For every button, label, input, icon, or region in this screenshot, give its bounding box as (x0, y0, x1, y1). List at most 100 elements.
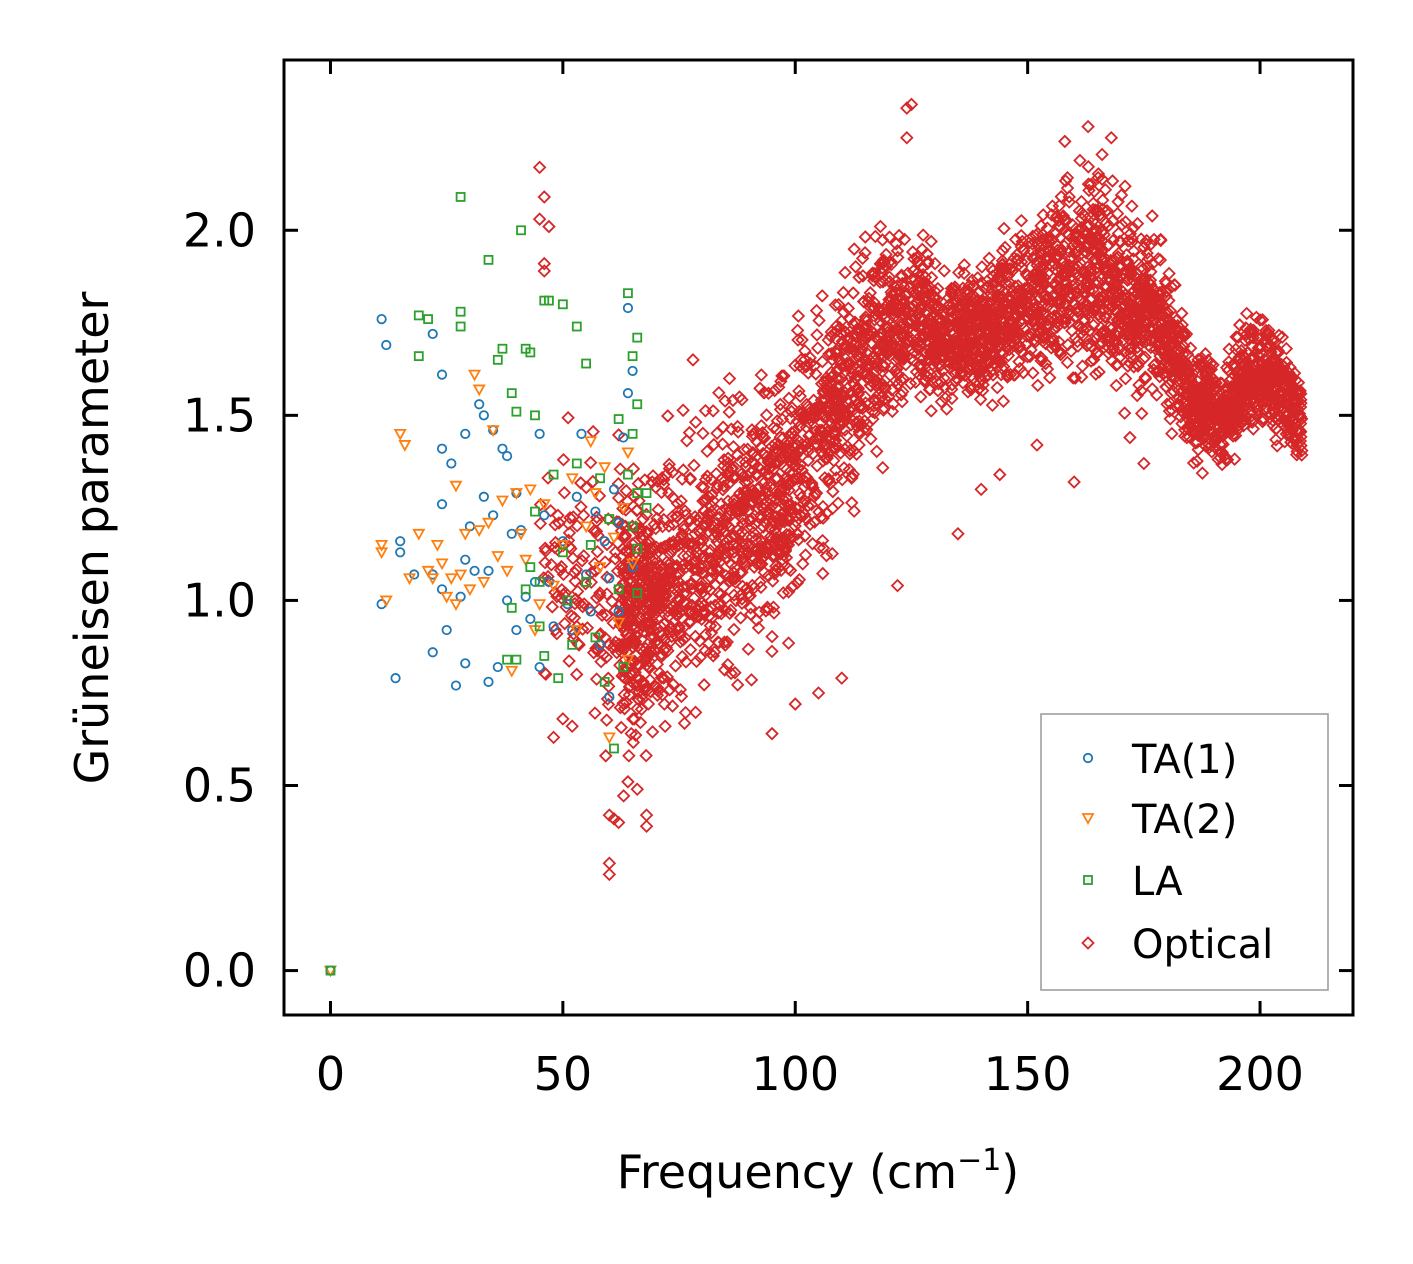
marker-optical (686, 353, 700, 367)
marker-optical (780, 438, 795, 453)
marker-optical (701, 489, 716, 504)
marker-ta1 (446, 458, 457, 469)
marker-la (641, 488, 652, 498)
marker-optical (898, 320, 913, 334)
marker-optical (1054, 189, 1069, 204)
marker-optical (1089, 245, 1103, 260)
marker-optical (997, 221, 1011, 236)
marker-optical (795, 333, 809, 347)
marker-optical (1106, 233, 1120, 248)
marker-optical (1195, 466, 1210, 480)
marker-optical (618, 653, 632, 667)
marker-optical (752, 605, 766, 620)
marker-optical (776, 460, 791, 474)
marker-optical (671, 504, 685, 519)
marker-optical (747, 560, 761, 574)
marker-optical (1266, 371, 1280, 386)
marker-optical (1095, 290, 1109, 304)
marker-optical (662, 536, 677, 551)
marker-optical (1153, 233, 1168, 248)
marker-optical (1065, 323, 1079, 338)
marker-optical (630, 503, 644, 517)
marker-optical (978, 315, 993, 329)
marker-optical (1185, 378, 1200, 392)
marker-optical (1208, 431, 1223, 445)
marker-optical (1147, 282, 1161, 297)
marker-optical (1081, 177, 1096, 191)
marker-optical (1047, 321, 1061, 336)
marker-ta1 (497, 443, 508, 454)
marker-optical (704, 499, 719, 513)
marker-optical (824, 329, 838, 344)
marker-ta2 (375, 540, 389, 552)
marker-optical (983, 318, 997, 332)
marker-la (530, 410, 540, 421)
marker-optical (1270, 392, 1285, 406)
marker-optical (1160, 333, 1175, 348)
marker-ta1 (599, 536, 610, 547)
marker-optical (573, 476, 588, 490)
marker-optical (634, 618, 649, 633)
marker-optical (626, 712, 640, 726)
marker-optical (858, 245, 872, 260)
marker-optical (580, 621, 595, 635)
marker-optical (707, 437, 721, 452)
marker-optical (744, 673, 759, 687)
marker-optical (930, 292, 945, 306)
marker-optical (600, 692, 615, 706)
marker-optical (669, 568, 683, 582)
marker-ta1 (390, 673, 401, 684)
marker-optical (1250, 397, 1265, 411)
marker-optical (1231, 330, 1246, 344)
marker-ta2 (430, 540, 444, 552)
marker-optical (749, 556, 764, 571)
marker-la (516, 225, 526, 236)
marker-optical (1109, 358, 1124, 372)
marker-optical (962, 352, 976, 367)
marker-optical (816, 541, 831, 555)
marker-la (557, 547, 568, 558)
marker-optical (831, 496, 845, 510)
marker-optical (801, 498, 815, 513)
marker-optical (747, 457, 762, 472)
marker-optical (826, 441, 840, 456)
marker-optical (962, 307, 977, 321)
marker-optical (730, 448, 745, 462)
marker-optical (1178, 423, 1192, 437)
x-tick-label: 100 (751, 1047, 839, 1101)
marker-la (455, 192, 466, 202)
marker-optical (1008, 279, 1022, 294)
marker-optical (1213, 429, 1227, 444)
marker-optical (851, 364, 866, 379)
marker-optical (873, 219, 888, 234)
marker-optical (855, 401, 870, 416)
marker-optical (719, 517, 734, 531)
marker-optical (794, 509, 808, 523)
marker-optical (877, 302, 891, 317)
marker-optical (766, 420, 781, 435)
marker-optical (1232, 318, 1247, 332)
marker-optical (790, 414, 805, 428)
marker-optical (1094, 326, 1108, 341)
marker-optical (858, 230, 873, 244)
marker-ta1 (627, 562, 638, 573)
marker-optical (906, 285, 920, 299)
marker-optical (864, 379, 878, 393)
marker-optical (1290, 444, 1304, 459)
marker-optical (1123, 430, 1137, 445)
marker-optical (843, 443, 857, 458)
marker-ta2 (602, 732, 616, 745)
marker-optical (882, 292, 896, 307)
marker-optical (773, 430, 788, 444)
marker-optical (1189, 416, 1204, 430)
marker-optical (889, 373, 903, 388)
series-ta1 (325, 302, 638, 976)
marker-optical (688, 549, 703, 563)
marker-optical (630, 701, 644, 716)
marker-optical (562, 526, 577, 540)
marker-optical (726, 565, 741, 580)
marker-optical (858, 312, 873, 327)
marker-optical (761, 569, 776, 583)
marker-optical (1082, 337, 1096, 351)
marker-ta2 (519, 554, 533, 567)
